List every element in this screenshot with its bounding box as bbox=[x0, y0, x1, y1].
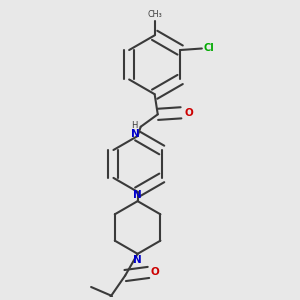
Text: O: O bbox=[184, 108, 193, 118]
Text: N: N bbox=[133, 190, 142, 200]
Text: N: N bbox=[131, 129, 140, 139]
Text: CH₃: CH₃ bbox=[147, 10, 162, 19]
Text: Cl: Cl bbox=[203, 44, 214, 53]
Text: O: O bbox=[151, 267, 160, 278]
Text: H: H bbox=[131, 121, 138, 130]
Text: N: N bbox=[133, 255, 142, 265]
